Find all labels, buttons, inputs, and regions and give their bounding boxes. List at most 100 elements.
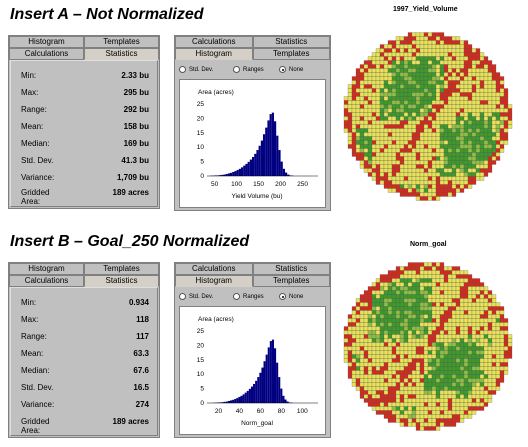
histogram-bar bbox=[230, 400, 233, 403]
histogram-bar bbox=[260, 140, 263, 176]
histogram-bar bbox=[274, 121, 277, 176]
histogram-bar bbox=[282, 395, 285, 403]
radio-ranges[interactable]: Ranges bbox=[233, 293, 264, 300]
insert-a-yield-map-svg bbox=[343, 32, 513, 201]
insert-a-histogram-svg: Area (acres) 0 5 10 15 20 25 50 100 150 200 250 Yiel… bbox=[197, 89, 318, 200]
histogram-bar bbox=[284, 399, 287, 403]
radio-std-dev[interactable]: Std. Dev. bbox=[179, 66, 213, 73]
histogram-bar bbox=[236, 169, 239, 176]
y-tick-label: 5 bbox=[200, 159, 204, 166]
radio-button-selected-icon bbox=[279, 293, 286, 300]
histogram-bar bbox=[223, 174, 226, 176]
histogram-bar bbox=[256, 150, 259, 176]
insert-b-stats-tab-templates[interactable]: Templates bbox=[84, 263, 159, 275]
insert-b-hist-tab-histogram[interactable]: Histogram bbox=[175, 275, 253, 287]
insert-a-histogram-panel: Calculations Statistics Histogram Templa… bbox=[174, 35, 331, 211]
y-tick-label: 0 bbox=[200, 400, 204, 407]
stat-row-gridded-area: Gridded Area: 189 acres bbox=[21, 188, 149, 208]
insert-a-title: Insert A – Not Normalized bbox=[10, 6, 204, 23]
stat-value: 118 bbox=[136, 315, 149, 324]
stat-label: Range: bbox=[21, 105, 47, 114]
stat-row-mean: Mean: 158 bu bbox=[21, 122, 149, 134]
insert-a-hist-tab-statistics[interactable]: Statistics bbox=[252, 36, 330, 48]
x-tick-label: 250 bbox=[297, 181, 308, 188]
y-tick-label: 25 bbox=[197, 328, 205, 335]
radio-label: None bbox=[289, 293, 304, 300]
y-tick-label: 20 bbox=[197, 115, 205, 122]
stat-value: 67.6 bbox=[133, 366, 149, 375]
insert-b-histogram-panel: Calculations Statistics Histogram Templa… bbox=[174, 262, 331, 438]
histogram-bar bbox=[265, 127, 268, 176]
histogram-bar bbox=[280, 388, 283, 403]
histogram-bar bbox=[269, 341, 272, 403]
histogram-bar bbox=[250, 386, 254, 403]
histogram-bar bbox=[276, 362, 279, 403]
y-tick-label: 10 bbox=[197, 371, 205, 378]
stat-value: 189 acres bbox=[112, 417, 149, 426]
insert-b-stats-tab-calculations[interactable]: Calculations bbox=[9, 275, 84, 287]
stat-label: Std. Dev. bbox=[21, 156, 54, 165]
stat-value: 0.934 bbox=[128, 298, 149, 307]
radio-std-dev[interactable]: Std. Dev. bbox=[179, 293, 213, 300]
stat-label: Max: bbox=[21, 88, 39, 97]
stat-row-range: Range: 292 bu bbox=[21, 105, 149, 117]
histogram-bar bbox=[240, 395, 243, 403]
stat-row-mean: Mean: 63.3 bbox=[21, 349, 149, 361]
insert-a-hist-tab-calculations[interactable]: Calculations bbox=[175, 36, 253, 48]
stat-row-std-dev: Std. Dev. 16.5 bbox=[21, 383, 149, 395]
histogram-bar bbox=[286, 401, 289, 403]
radio-ranges[interactable]: Ranges bbox=[233, 66, 264, 73]
insert-a-hist-tab-histogram[interactable]: Histogram bbox=[175, 48, 253, 60]
y-tick-label: 0 bbox=[200, 173, 204, 180]
histogram-bar bbox=[221, 174, 224, 176]
histogram-bar bbox=[225, 173, 228, 176]
stat-value: 189 acres bbox=[112, 188, 149, 197]
x-tick-label: 100 bbox=[231, 181, 242, 188]
stat-row-min: Min: 2.33 bu bbox=[21, 71, 149, 83]
insert-b-hist-tab-statistics[interactable]: Statistics bbox=[252, 263, 330, 275]
x-tick-label: 50 bbox=[211, 181, 219, 188]
stat-value: 16.5 bbox=[133, 383, 149, 392]
radio-none[interactable]: None bbox=[279, 66, 303, 73]
insert-b-map-title: Norm_goal bbox=[410, 241, 447, 248]
insert-a-stats-body: Min: 2.33 bu Max: 295 bu Range: 292 bu Mean… bbox=[10, 60, 158, 207]
insert-b-stats-tab-histogram[interactable]: Histogram bbox=[9, 263, 84, 275]
stat-value: 169 bu bbox=[123, 139, 149, 148]
histogram-bar bbox=[246, 390, 249, 403]
insert-b-hist-tab-templates[interactable]: Templates bbox=[252, 275, 330, 287]
radio-none[interactable]: None bbox=[279, 293, 303, 300]
radio-label: Ranges bbox=[243, 293, 264, 300]
insert-a-hist-tab-templates[interactable]: Templates bbox=[252, 48, 330, 60]
insert-a-stats-tab-templates[interactable]: Templates bbox=[84, 36, 159, 48]
histogram-bar bbox=[257, 377, 260, 403]
insert-b-yield-map bbox=[340, 250, 515, 442]
radio-label: Ranges bbox=[243, 66, 264, 73]
x-tick-label: 150 bbox=[253, 181, 264, 188]
histogram-bar bbox=[227, 400, 230, 403]
stat-label: Max: bbox=[21, 315, 39, 324]
insert-a-stats-tab-calculations[interactable]: Calculations bbox=[9, 48, 84, 60]
insert-b-radio-group: Std. Dev. Ranges None bbox=[179, 293, 326, 303]
insert-a-stats-tab-statistics[interactable]: Statistics bbox=[84, 48, 159, 60]
histogram-bar bbox=[230, 172, 233, 176]
yield-map-cells bbox=[343, 262, 513, 431]
y-axis-label: Area (acres) bbox=[198, 316, 234, 323]
histogram-bar bbox=[241, 167, 244, 176]
x-tick-label: 40 bbox=[236, 408, 244, 415]
radio-button-icon bbox=[233, 293, 240, 300]
insert-a-stats-tab-histogram[interactable]: Histogram bbox=[9, 36, 84, 48]
y-tick-label: 15 bbox=[197, 357, 205, 364]
stat-label: Gridded Area: bbox=[21, 417, 50, 435]
radio-button-icon bbox=[179, 66, 186, 73]
histogram-bar bbox=[238, 396, 241, 403]
insert-b-hist-tab-calculations[interactable]: Calculations bbox=[175, 263, 253, 275]
y-tick-label: 20 bbox=[197, 342, 205, 349]
histogram-bar bbox=[219, 175, 222, 176]
insert-a-yield-map bbox=[340, 16, 515, 216]
insert-b-stats-tab-statistics[interactable]: Statistics bbox=[84, 275, 159, 287]
stat-row-max: Max: 295 bu bbox=[21, 88, 149, 100]
stat-label: Gridded Area: bbox=[21, 188, 50, 206]
y-tick-label: 25 bbox=[197, 101, 205, 108]
histogram-bar bbox=[263, 361, 266, 403]
stat-label: Mean: bbox=[21, 122, 44, 131]
